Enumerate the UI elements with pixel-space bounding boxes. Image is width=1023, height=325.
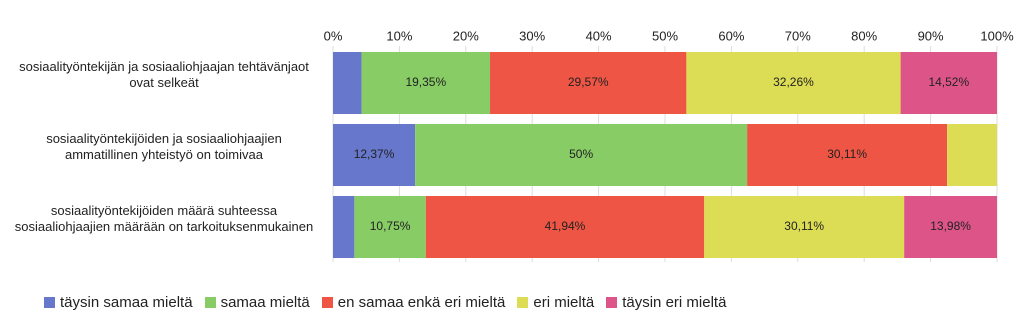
x-tick-label: 60% <box>718 28 744 43</box>
x-tick-label: 40% <box>586 28 612 43</box>
legend-label: täysin eri mieltä <box>622 294 727 311</box>
bar-segment <box>333 196 355 258</box>
x-tick-label: 0% <box>324 28 343 43</box>
value-label: 19,35% <box>405 75 446 89</box>
value-label: 12,37% <box>354 147 395 161</box>
legend-item: en samaa enkä eri mieltä <box>321 294 506 311</box>
value-label: 32,26% <box>773 75 814 89</box>
legend-label: eri mieltä <box>533 294 595 311</box>
bar-segment <box>904 196 997 258</box>
bar-segment <box>704 196 905 258</box>
value-label: 30,11% <box>784 219 824 233</box>
category-label: sosiaalityöntekijän ja sosiaaliohjaajan … <box>19 59 309 90</box>
legend: täysin samaa mieltä samaa mieltä en samaa … <box>44 294 726 311</box>
value-label: 14,52% <box>928 75 969 89</box>
bar-segment <box>333 124 416 186</box>
x-tick-label: 10% <box>386 28 412 43</box>
legend-item: täysin eri mieltä <box>606 294 726 311</box>
x-tick-label: 70% <box>785 28 811 43</box>
value-label: 30,11% <box>827 147 867 161</box>
legend-swatch <box>44 297 55 308</box>
legend-label: täysin samaa mieltä <box>60 294 193 311</box>
legend-swatch <box>606 297 618 308</box>
x-tick-label: 80% <box>851 28 877 43</box>
value-label: 10,75% <box>370 219 411 233</box>
x-tick-label: 30% <box>519 28 545 43</box>
x-tick-label: 100% <box>980 28 1014 43</box>
legend-item: samaa mieltä <box>204 294 310 311</box>
bar-segment <box>415 124 748 186</box>
value-label: 13,98% <box>930 219 971 233</box>
bar-segment <box>361 52 491 114</box>
category-label: sosiaalityöntekijöiden määrä suhteessa s… <box>14 203 314 234</box>
legend-label: en samaa enkä eri mieltä <box>337 294 506 311</box>
bar-segment <box>333 52 362 114</box>
bar-segment <box>425 196 705 258</box>
bar-segment <box>490 52 687 114</box>
legend-swatch <box>321 297 333 308</box>
bar-segment <box>900 52 997 114</box>
value-label: 50% <box>569 147 593 161</box>
legend-label: samaa mieltä <box>220 294 310 311</box>
value-label: 29,57% <box>568 75 609 89</box>
x-tick-label: 20% <box>453 28 479 43</box>
bar-segment <box>747 124 948 186</box>
bar-segment <box>354 196 426 258</box>
legend-swatch <box>517 297 529 308</box>
x-tick-label: 50% <box>652 28 678 43</box>
category-label: sosiaalityöntekijöiden ja sosiaaliohjaaj… <box>46 131 282 162</box>
legend-item: eri mieltä <box>517 294 594 311</box>
legend-swatch <box>204 297 216 308</box>
x-tick-label: 90% <box>918 28 944 43</box>
bar-segment <box>947 124 997 186</box>
legend-item: täysin samaa mieltä <box>44 294 193 311</box>
value-label: 41,94% <box>545 219 586 233</box>
bar-segment <box>686 52 901 114</box>
